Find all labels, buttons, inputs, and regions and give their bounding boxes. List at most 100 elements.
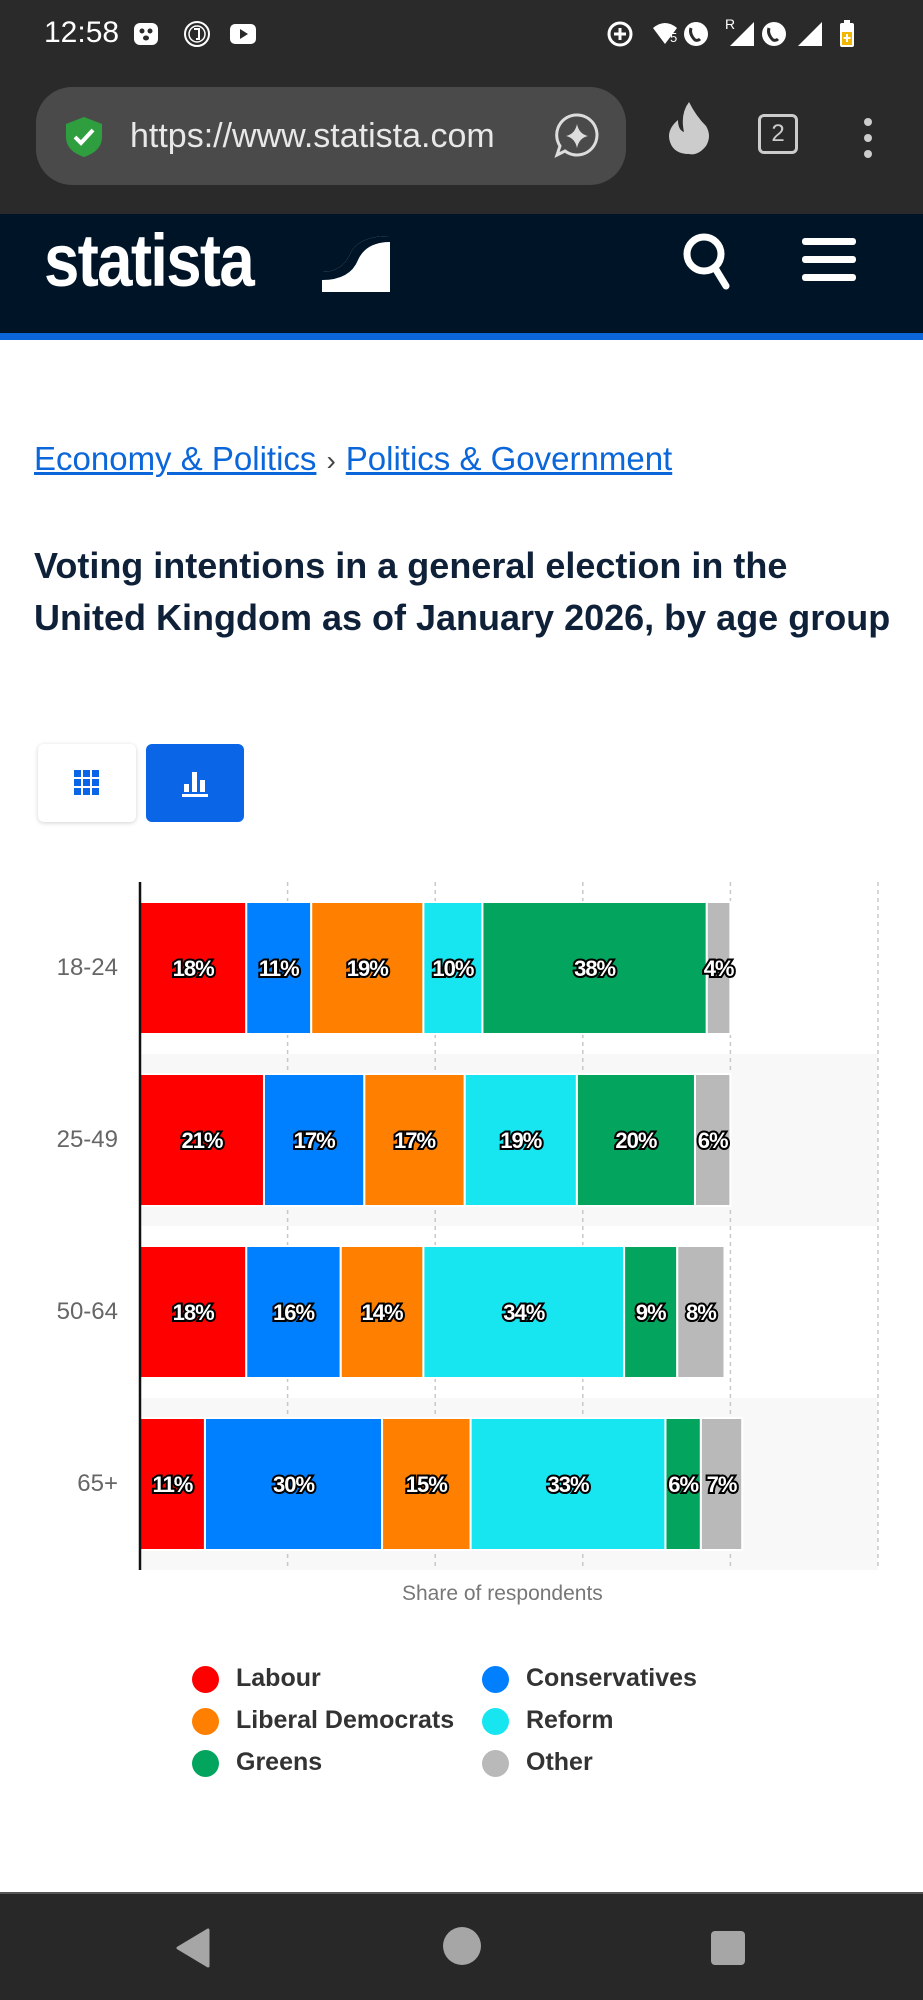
statista-logo[interactable]: statista <box>44 219 255 302</box>
legend-label: Greens <box>236 1748 323 1776</box>
wifi-calling-icon-2 <box>762 22 786 46</box>
signal-icon <box>798 22 822 46</box>
legend-swatch <box>192 1666 219 1693</box>
bar-segment <box>693 1073 732 1207</box>
bar-data-label: 17% <box>394 1128 435 1153</box>
bar-data-label: 6% <box>668 1472 698 1497</box>
bar-data-label: 19% <box>347 956 388 981</box>
bar-data-label: 20% <box>615 1128 656 1153</box>
y-tick-label: 65+ <box>77 1470 118 1497</box>
bar-segment <box>381 1417 472 1551</box>
legend-label: Conservatives <box>526 1664 697 1692</box>
stacked-bar-chart: 18% 11% 19% 10% 38% 4% 21% 17% 17% 19% 20% 6% 18% 16%… <box>138 882 879 1570</box>
status-bar: 12:58 5 R <box>0 0 923 70</box>
y-tick-label: 25-49 <box>56 1126 118 1153</box>
breadcrumb-politics-government[interactable]: Politics & Government <box>345 440 673 477</box>
address-bar[interactable]: https://www.statista.com <box>36 87 626 185</box>
back-icon[interactable] <box>174 1928 214 1968</box>
bar-data-label: 30% <box>273 1472 314 1497</box>
flame-icon[interactable] <box>666 100 712 156</box>
bar-data-label: 10% <box>432 956 473 981</box>
android-nav-bar <box>0 1892 923 2000</box>
bar-data-label: 7% <box>707 1472 737 1497</box>
breadcrumb: Economy & Politics › Politics & Government <box>34 440 672 478</box>
bar-data-label: 19% <box>500 1128 541 1153</box>
bar-data-label: 14% <box>362 1300 403 1325</box>
bar-segment <box>245 1245 342 1379</box>
chart-view-button[interactable] <box>146 744 244 822</box>
legend-label: Reform <box>526 1706 614 1734</box>
menu-icon[interactable] <box>800 236 858 284</box>
bar-segment <box>363 1073 466 1207</box>
data-saver-icon <box>607 21 633 47</box>
tab-count: 2 <box>771 120 785 147</box>
bar-segment <box>664 1417 702 1551</box>
bar-segment <box>676 1245 726 1379</box>
bar-data-label: 38% <box>574 956 615 981</box>
x-axis-label: Share of respondents <box>402 1582 603 1605</box>
bar-data-label: 6% <box>698 1128 728 1153</box>
recents-icon[interactable] <box>710 1930 746 1966</box>
grid-icon <box>74 770 99 795</box>
face-notification-icon <box>134 23 158 45</box>
table-view-button[interactable] <box>38 744 136 822</box>
search-icon[interactable] <box>680 230 736 290</box>
bar-segment <box>203 1417 384 1551</box>
url-text[interactable]: https://www.statista.com <box>130 117 495 155</box>
bar-data-label: 33% <box>548 1472 589 1497</box>
vpn-user-icon <box>184 21 210 47</box>
y-tick-label: 50-64 <box>56 1298 118 1325</box>
y-tick-label: 18-24 <box>56 954 118 981</box>
legend-swatch <box>192 1750 219 1777</box>
shield-check-icon[interactable] <box>62 115 106 159</box>
legend-swatch <box>482 1708 509 1735</box>
legend-label: Other <box>526 1748 593 1776</box>
bar-segment <box>339 1245 425 1379</box>
wifi-5-icon <box>653 23 677 44</box>
more-vert-icon[interactable] <box>860 116 876 160</box>
bar-data-label: 18% <box>173 956 214 981</box>
browser-toolbar: https://www.statista.com 2 <box>0 70 923 214</box>
bar-data-label: 17% <box>294 1128 335 1153</box>
site-header: statista <box>0 214 923 340</box>
bar-segment <box>463 1073 578 1207</box>
legend-swatch <box>482 1750 509 1777</box>
bar-data-label: 15% <box>406 1472 447 1497</box>
wifi-calling-icon <box>684 22 708 46</box>
bar-data-label: 8% <box>686 1300 716 1325</box>
bar-segment <box>422 901 484 1035</box>
bar-segment <box>469 1417 667 1551</box>
bar-segment <box>422 1245 626 1379</box>
bar-segment <box>481 901 708 1035</box>
wifi-badge: 5 <box>670 30 678 45</box>
header-accent-bar <box>0 333 923 340</box>
home-icon[interactable] <box>442 1926 482 1966</box>
legend-label: Labour <box>236 1664 321 1692</box>
tabs-button[interactable]: 2 <box>758 114 798 154</box>
bar-data-label: 9% <box>636 1300 666 1325</box>
bar-segment <box>139 901 248 1035</box>
breadcrumb-separator: › <box>326 445 336 476</box>
bar-data-label: 16% <box>273 1300 314 1325</box>
bar-data-label: 11% <box>153 1472 193 1497</box>
roaming-signal-icon <box>730 22 754 46</box>
legend-swatch <box>192 1708 219 1735</box>
bar-data-label: 21% <box>181 1128 222 1153</box>
bar-chart-icon <box>182 772 208 797</box>
bar-data-label: 18% <box>173 1300 214 1325</box>
bar-data-label: 11% <box>259 956 299 981</box>
bar-segment <box>705 901 732 1035</box>
legend-swatch <box>482 1666 509 1693</box>
statista-logo-mark <box>322 224 390 292</box>
bar-data-label: 4% <box>704 956 734 981</box>
legend-label: Liberal Democrats <box>236 1706 455 1734</box>
breadcrumb-economy-politics[interactable]: Economy & Politics <box>34 440 317 477</box>
roaming-badge: R <box>725 16 736 32</box>
status-time: 12:58 <box>44 16 120 49</box>
bar-data-label: 34% <box>503 1300 544 1325</box>
battery-charging-icon <box>840 20 854 47</box>
youtube-icon <box>230 24 256 44</box>
ai-chat-icon[interactable] <box>552 111 602 161</box>
page-title: Voting intentions in a general election … <box>34 545 891 638</box>
bar-segment <box>262 1073 366 1207</box>
